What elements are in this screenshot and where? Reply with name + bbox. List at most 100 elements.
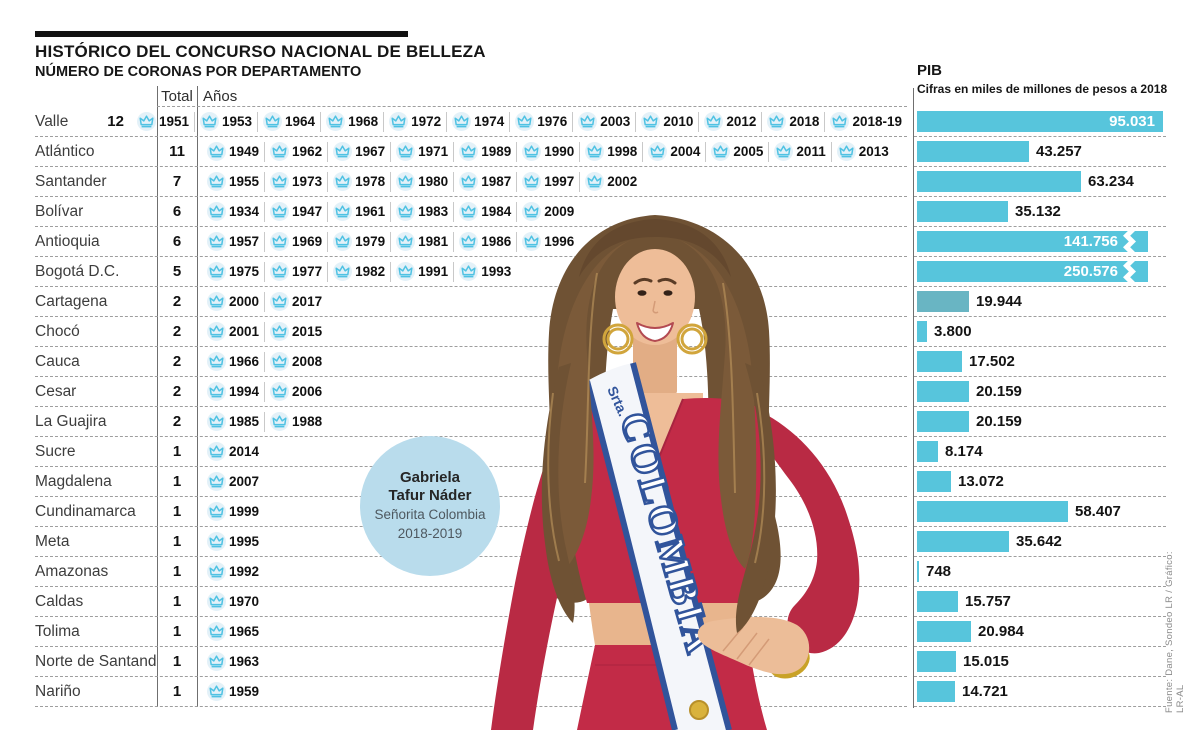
crown-year-cell: 1951 xyxy=(132,111,195,132)
pib-bar xyxy=(917,441,938,462)
year-label: 1992 xyxy=(229,564,260,579)
year-cells: 1957 1969 1979 1981 1986 xyxy=(197,231,579,252)
pib-row: 43.257 xyxy=(914,137,1166,167)
department-name: Norte de Santander xyxy=(35,652,157,670)
crown-year-cell: 2017 xyxy=(265,292,327,312)
crown-year-cell: 1934 xyxy=(202,201,266,222)
titleholder-title: Señorita Colombia xyxy=(374,507,486,523)
pib-bar: 141.756 xyxy=(917,231,1148,252)
crown-icon xyxy=(270,232,290,251)
titleholder-badge: Gabriela Tafur Náder Señorita Colombia 2… xyxy=(360,436,500,576)
pib-bar xyxy=(917,591,958,612)
crown-year-cell: 1969 xyxy=(265,231,329,252)
crown-icon xyxy=(207,172,226,191)
hair-top xyxy=(579,219,731,277)
year-label: 1984 xyxy=(481,204,512,219)
year-label: 1989 xyxy=(481,144,512,159)
crown-icon xyxy=(207,292,226,311)
year-label: 1972 xyxy=(411,114,442,129)
department-name: Cauca xyxy=(35,352,80,370)
department-name: Sucre xyxy=(35,442,76,460)
crown-icon xyxy=(522,172,542,191)
crown-icon xyxy=(522,232,542,251)
year-label: 1988 xyxy=(292,414,323,429)
department-total: 12 xyxy=(107,113,124,130)
pib-value-label: 748 xyxy=(926,563,952,580)
pib-bar xyxy=(917,651,956,672)
pib-bar xyxy=(917,681,955,702)
year-label: 2018 xyxy=(789,114,820,129)
year-label: 1979 xyxy=(355,234,386,249)
year-label: 2010 xyxy=(663,114,694,129)
crown-year-cell: 1968 xyxy=(321,111,385,132)
table-row: Chocó 2 2001 2015 xyxy=(35,317,907,347)
pageant-sash xyxy=(587,363,729,730)
pib-bar xyxy=(917,471,951,492)
year-cells: 1963 xyxy=(197,652,264,672)
crown-year-cell: 1987 xyxy=(454,171,518,192)
crown-year-cell: 1979 xyxy=(328,231,392,252)
year-cells: 2000 2017 xyxy=(197,291,327,312)
crown-icon xyxy=(522,142,542,161)
year-label: 1949 xyxy=(229,144,260,159)
crown-icon xyxy=(207,202,226,221)
pib-row: 141.756 xyxy=(914,227,1166,257)
pib-bar xyxy=(917,291,969,312)
crown-icon xyxy=(704,112,724,131)
pib-row: 17.502 xyxy=(914,347,1166,377)
pib-bar: 250.576 xyxy=(917,261,1148,282)
year-cells: 2007 xyxy=(197,472,264,492)
year-label: 1996 xyxy=(544,234,575,249)
year-cells: 1955 1973 1978 1980 1987 xyxy=(197,171,642,192)
crown-year-cell: 1998 xyxy=(580,141,644,162)
table-row: Tolima 1 1965 xyxy=(35,617,907,647)
pib-value-label: 15.015 xyxy=(963,653,1009,670)
crown-year-cell: 1984 xyxy=(454,201,518,222)
year-label: 1955 xyxy=(229,174,260,189)
pib-row: 20.159 xyxy=(914,377,1166,407)
crown-year-cell: 1996 xyxy=(517,232,579,252)
pib-value-label: 95.031 xyxy=(1109,113,1155,130)
smile xyxy=(636,322,674,342)
department-name: Amazonas xyxy=(35,562,109,580)
crown-year-cell: 2013 xyxy=(832,142,894,162)
crown-year-cell: 1986 xyxy=(454,231,518,252)
crown-year-cell: 1993 xyxy=(454,262,516,282)
year-cells: 1994 2006 xyxy=(197,381,327,402)
crown-icon xyxy=(207,142,226,161)
crown-year-cell: 2001 xyxy=(202,321,266,342)
department-name: Meta xyxy=(35,532,70,550)
pib-row: 20.984 xyxy=(914,617,1166,647)
year-label: 2017 xyxy=(292,294,323,309)
pib-bar xyxy=(917,171,1081,192)
year-label: 1994 xyxy=(229,384,260,399)
crown-icon xyxy=(270,412,290,431)
column-header-total: Total xyxy=(161,88,193,105)
department-name: Chocó xyxy=(35,322,80,340)
page-subtitle: NÚMERO DE CORONAS POR DEPARTAMENTO xyxy=(35,64,362,80)
crown-icon xyxy=(641,112,661,131)
crown-icon xyxy=(263,112,283,131)
year-label: 1951 xyxy=(158,114,189,129)
crown-year-cell: 1988 xyxy=(265,412,327,432)
department-total: 1 xyxy=(172,563,182,580)
department-total: 2 xyxy=(172,353,182,370)
crown-year-cell: 2012 xyxy=(699,111,763,132)
table-row: Norte de Santander 1 1963 xyxy=(35,647,907,677)
year-label: 1970 xyxy=(229,594,260,609)
year-label: 1966 xyxy=(229,354,260,369)
titleholder-years: 2018-2019 xyxy=(397,526,463,541)
crown-year-cell: 2006 xyxy=(265,382,327,402)
year-label: 1986 xyxy=(481,234,512,249)
hand xyxy=(697,617,810,675)
department-total: 1 xyxy=(172,683,182,700)
crown-year-cell: 2015 xyxy=(265,322,327,342)
crown-icon xyxy=(522,202,542,221)
crown-year-cell: 1977 xyxy=(265,261,329,282)
crown-year-cell: 1972 xyxy=(384,111,448,132)
crown-year-cell: 1973 xyxy=(265,171,329,192)
pib-value-label: 58.407 xyxy=(1075,503,1121,520)
face xyxy=(615,249,695,345)
table-row: Cesar 2 1994 2006 xyxy=(35,377,907,407)
year-label: 1990 xyxy=(544,144,575,159)
